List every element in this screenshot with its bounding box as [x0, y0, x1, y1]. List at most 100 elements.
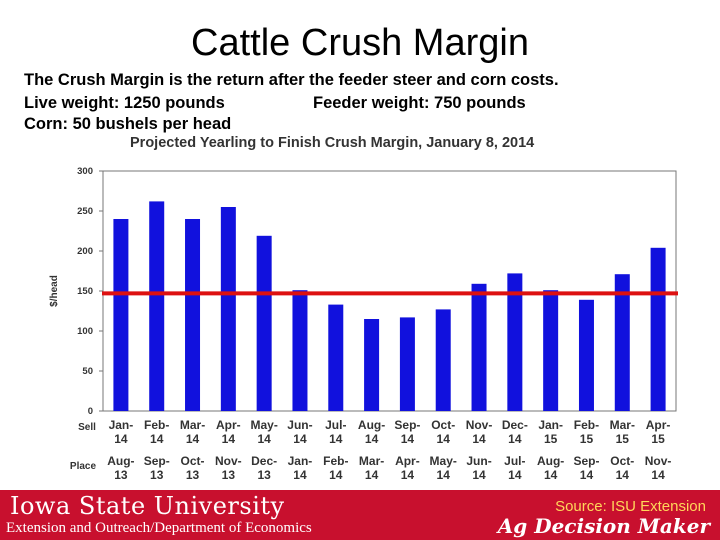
place-month-label: Jan-	[288, 454, 313, 468]
sell-month-label: Oct-	[431, 418, 455, 432]
sell-month-label: Dec-	[502, 418, 528, 432]
y-tick-label: 150	[77, 286, 93, 297]
bar	[220, 207, 236, 411]
description-line-1: The Crush Margin is the return after the…	[24, 71, 559, 89]
bar	[292, 290, 308, 411]
y-tick-label: 100	[77, 326, 93, 337]
place-year-label: 14	[580, 468, 594, 482]
place-month-label: May-	[430, 454, 457, 468]
place-month-label: Sep-	[144, 454, 170, 468]
place-month-label: Feb-	[323, 454, 348, 468]
place-month-label: Jul-	[504, 454, 525, 468]
sell-year-label: 14	[293, 432, 307, 446]
sell-year-label: 14	[150, 432, 164, 446]
place-month-label: Sep-	[573, 454, 599, 468]
sell-year-label: 14	[222, 432, 236, 446]
sell-year-label: 15	[616, 432, 630, 446]
iowa-state-university-logo: Iowa State University	[10, 492, 285, 520]
place-year-label: 14	[329, 468, 343, 482]
bar	[507, 273, 523, 411]
place-year-label: 14	[508, 468, 522, 482]
footer-bar: Iowa State University Extension and Outr…	[0, 490, 720, 540]
place-year-label: 14	[651, 468, 665, 482]
bar	[256, 235, 272, 411]
place-year-label: 14	[401, 468, 415, 482]
bar	[399, 317, 415, 411]
y-tick-label: 0	[88, 406, 93, 417]
sell-month-label: May-	[250, 418, 277, 432]
sell-year-label: 14	[508, 432, 522, 446]
place-month-label: Nov-	[215, 454, 242, 468]
sell-month-label: Sep-	[394, 418, 420, 432]
sell-month-label: Feb-	[574, 418, 599, 432]
place-month-label: Mar-	[359, 454, 384, 468]
corn-text: Corn: 50 bushels per head	[24, 115, 232, 133]
bar	[435, 309, 451, 411]
sell-year-label: 14	[365, 432, 379, 446]
sell-month-label: Mar-	[610, 418, 635, 432]
place-month-label: Jun-	[466, 454, 491, 468]
bar	[149, 201, 165, 411]
bar	[113, 219, 129, 411]
extension-department-text: Extension and Outreach/Department of Eco…	[6, 520, 312, 536]
place-month-label: Oct-	[610, 454, 634, 468]
crush-margin-chart: 050100150200250300$/headSellPlaceJan-14F…	[49, 166, 678, 482]
sell-month-label: Aug-	[358, 418, 385, 432]
live-weight-text: Live weight: 1250 pounds	[24, 94, 225, 112]
sell-month-label: Jul-	[325, 418, 346, 432]
sell-year-label: 14	[257, 432, 271, 446]
place-month-label: Oct-	[181, 454, 205, 468]
sell-year-label: 15	[544, 432, 558, 446]
sell-year-label: 14	[401, 432, 415, 446]
place-year-label: 13	[222, 468, 236, 482]
place-month-label: Aug-	[537, 454, 564, 468]
place-month-label: Nov-	[645, 454, 672, 468]
bar	[614, 274, 630, 411]
y-tick-label: 200	[77, 246, 93, 257]
y-axis-label: $/head	[49, 275, 60, 307]
sell-month-label: Nov-	[466, 418, 493, 432]
bar	[650, 247, 666, 411]
sell-month-label: Mar-	[180, 418, 205, 432]
bar	[185, 219, 201, 411]
place-row-label: Place	[70, 461, 97, 472]
bar	[543, 290, 559, 411]
sell-month-label: Jun-	[287, 418, 312, 432]
slide-title: Cattle Crush Margin	[191, 22, 529, 64]
place-month-label: Aug-	[107, 454, 134, 468]
place-year-label: 14	[472, 468, 486, 482]
sell-month-label: Jan-	[109, 418, 134, 432]
chart-title: Projected Yearling to Finish Crush Margi…	[130, 135, 535, 151]
place-year-label: 13	[150, 468, 164, 482]
sell-year-label: 14	[437, 432, 451, 446]
place-year-label: 13	[114, 468, 128, 482]
place-year-label: 13	[186, 468, 200, 482]
sell-month-label: Apr-	[216, 418, 241, 432]
sell-month-label: Jan-	[538, 418, 563, 432]
y-tick-label: 300	[77, 166, 93, 177]
ag-decision-maker-logo: Ag Decision Maker	[497, 514, 710, 538]
sell-year-label: 15	[651, 432, 665, 446]
place-year-label: 13	[257, 468, 271, 482]
place-year-label: 14	[293, 468, 307, 482]
feeder-weight-text: Feeder weight: 750 pounds	[313, 94, 526, 112]
place-month-label: Apr-	[395, 454, 420, 468]
bar	[471, 283, 487, 411]
y-tick-label: 50	[82, 366, 93, 377]
sell-year-label: 14	[329, 432, 343, 446]
source-text: Source: ISU Extension	[555, 498, 706, 515]
sell-year-label: 14	[472, 432, 486, 446]
sell-year-label: 14	[186, 432, 200, 446]
y-tick-label: 250	[77, 206, 93, 217]
sell-month-label: Feb-	[144, 418, 169, 432]
sell-year-label: 15	[580, 432, 594, 446]
place-year-label: 14	[437, 468, 451, 482]
bar	[578, 299, 594, 411]
place-month-label: Dec-	[251, 454, 277, 468]
place-year-label: 14	[365, 468, 379, 482]
place-year-label: 14	[544, 468, 558, 482]
sell-year-label: 14	[114, 432, 128, 446]
sell-row-label: Sell	[78, 422, 96, 433]
place-year-label: 14	[616, 468, 630, 482]
bar	[364, 319, 380, 411]
